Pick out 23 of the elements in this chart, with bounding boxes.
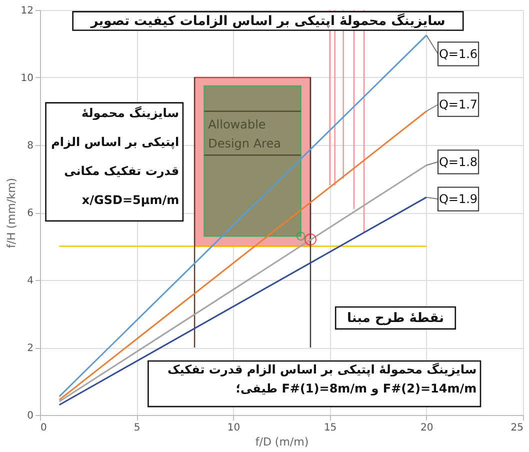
y-tick-label: 4 — [27, 276, 34, 286]
y-tick-label: 0 — [27, 410, 34, 422]
y-tick-label: 2 — [27, 343, 34, 354]
x-tick-label: 20 — [420, 422, 434, 434]
annotation: Allowable Design Area — [208, 118, 281, 151]
annotation: سایزینگ محمولهٔ اپتیکی بر اساس الزامات کیفیت تصویر — [90, 12, 446, 29]
series-label: Q=1.8 — [438, 154, 478, 169]
x-tick-label: 0 — [40, 422, 47, 434]
x-tick-label: 5 — [134, 422, 140, 434]
annotation: سایزینگ محمولهٔ اپتیکی بر اساس الزام قدرت تفکیک طیفی؛ F#(1)=8m/m و F#(2)=14m/m — [167, 362, 477, 396]
x-tick-label: 25 — [510, 422, 524, 434]
y-tick-label: 10 — [20, 73, 34, 84]
annotation: نقطهٔ طرح مبنا — [346, 310, 444, 326]
series-label: Q=1.7 — [438, 98, 478, 112]
x-tick-label: 10 — [227, 422, 240, 434]
y-axis-title: f/H (mm/km) — [4, 178, 18, 248]
y-tick-label: 8 — [27, 140, 34, 152]
series-label: Q=1.9 — [438, 192, 478, 206]
series-label: Q=1.6 — [438, 46, 478, 61]
x-tick-label: 15 — [324, 422, 337, 434]
y-tick-label: 6 — [27, 208, 34, 219]
y-tick-label: 12 — [20, 6, 34, 16]
x-axis-title: f/D (m/m) — [255, 436, 309, 448]
